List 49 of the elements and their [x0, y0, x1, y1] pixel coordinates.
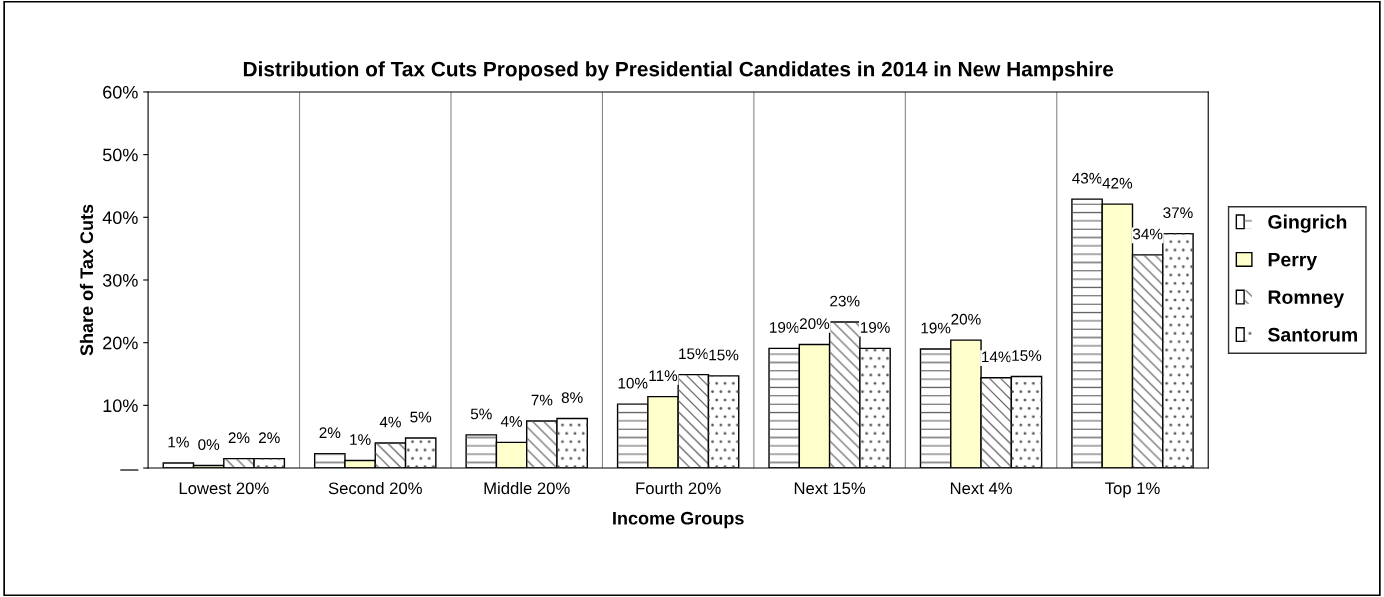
y-tick-label: 40%: [102, 211, 138, 225]
y-tick-label: 50%: [102, 148, 138, 162]
x-tick-label: Fourth 20%: [636, 481, 721, 495]
data-label: 15%: [1012, 350, 1042, 362]
y-tick-label: 60%: [103, 85, 138, 99]
data-label: 0%: [198, 439, 220, 451]
data-label: 10%: [618, 377, 648, 389]
chart-title: Distribution of Tax Cuts Proposed by Presidential Candidates in 2014 in New Hampshire: [243, 61, 1114, 81]
data-label: 15%: [679, 348, 709, 360]
data-label: 1%: [350, 434, 371, 445]
x-axis-title: Income Groups: [613, 511, 744, 529]
legend-label: Gingrich: [1268, 214, 1347, 233]
data-label: 37%: [1163, 207, 1193, 219]
data-label: 19%: [770, 321, 799, 333]
data-label: 8%: [561, 392, 583, 404]
data-label: 43%: [1072, 172, 1102, 184]
data-label: 4%: [379, 416, 401, 428]
x-tick-label: Next 4%: [950, 482, 1012, 495]
data-label: 23%: [830, 295, 860, 307]
data-label: 4%: [500, 416, 523, 427]
data-label: 2%: [228, 432, 250, 444]
data-label: 2%: [258, 432, 280, 444]
data-label: 1%: [168, 436, 189, 448]
data-label: 5%: [410, 411, 432, 423]
legend-label: Perry: [1268, 252, 1318, 271]
data-label: 19%: [860, 321, 890, 333]
legend-label: Santorum: [1268, 327, 1357, 342]
y-tick-label: 30%: [102, 273, 138, 287]
y-tick-label: 20%: [103, 336, 138, 350]
data-label: 20%: [951, 313, 981, 325]
legend-label: Romney: [1268, 290, 1345, 308]
y-tick-label: 10%: [103, 399, 138, 413]
data-label: 34%: [1132, 228, 1163, 240]
data-label: 11%: [649, 370, 678, 382]
data-label: 15%: [709, 349, 739, 361]
y-axis-title: Share of Tax Cuts: [79, 204, 94, 356]
data-label: 20%: [799, 318, 830, 330]
data-label: 2%: [319, 427, 341, 439]
data-label: 5%: [470, 408, 492, 420]
data-label: 7%: [531, 394, 553, 406]
x-tick-label: Next 15%: [794, 482, 866, 495]
x-tick-label: Middle 20%: [484, 481, 570, 495]
x-tick-label: Second 20%: [328, 481, 422, 495]
data-label: 19%: [921, 322, 951, 334]
y-tick-label: —: [120, 469, 139, 471]
x-tick-label: Top 1%: [1105, 482, 1160, 498]
data-label: 14%: [982, 351, 1011, 363]
data-label: 42%: [1102, 177, 1133, 189]
x-tick-label: Lowest 20%: [179, 482, 269, 495]
